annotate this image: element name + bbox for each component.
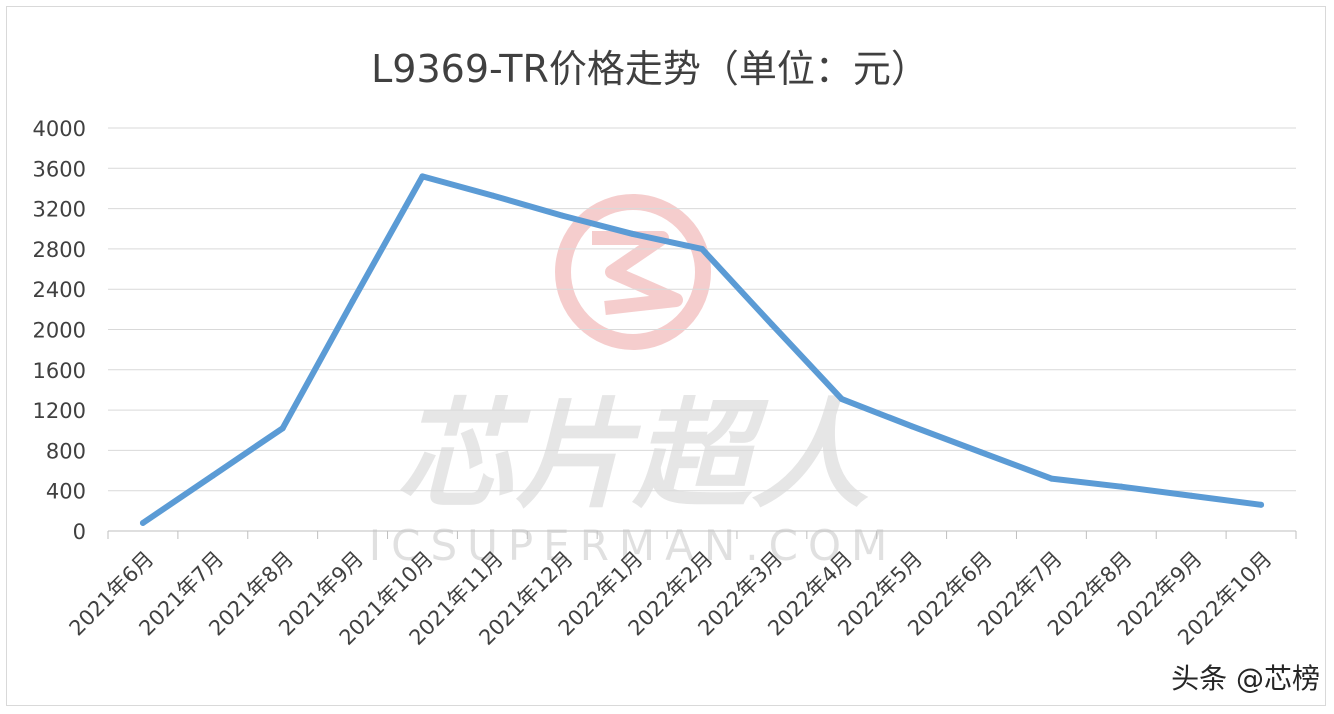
data-point: [978, 449, 985, 456]
y-tick-label: 4000: [33, 117, 86, 141]
data-point: [279, 425, 286, 432]
y-tick-label: 3200: [33, 198, 86, 222]
watermark-subtext: ICSUPERMAN.COM: [369, 521, 898, 570]
data-point: [1118, 483, 1125, 490]
data-point: [1258, 501, 1265, 508]
y-tick-label: 3600: [33, 157, 86, 181]
data-point: [559, 212, 566, 219]
data-point: [209, 472, 216, 479]
series-layer: [139, 173, 1265, 526]
data-point: [838, 396, 845, 403]
data-point: [349, 298, 356, 305]
y-tick-label: 400: [46, 480, 86, 504]
y-tick-label: 0: [73, 520, 86, 544]
y-tick-label: 800: [46, 439, 86, 463]
data-point: [1048, 475, 1055, 482]
data-point: [139, 519, 146, 526]
watermark-text: 芯片超人: [397, 386, 869, 524]
data-point: [629, 230, 636, 237]
y-tick-label: 1200: [33, 399, 86, 423]
data-point: [419, 173, 426, 180]
data-point: [768, 321, 775, 328]
source-label: 头条 @芯榜: [1171, 662, 1320, 695]
data-point: [908, 423, 915, 430]
y-tick-label: 2800: [33, 238, 86, 262]
y-tick-label: 2400: [33, 278, 86, 302]
x-axis: [107, 530, 1297, 539]
y-tick-label: 1600: [33, 359, 86, 383]
gridlines: [108, 127, 1296, 492]
data-point: [699, 245, 705, 252]
data-point: [489, 192, 496, 199]
data-point: [1188, 492, 1195, 499]
y-tick-label: 2000: [33, 319, 86, 343]
y-axis-ticks: 0 400 800 1200 1600 2000 2400 2800 3200 3600 4000: [33, 117, 86, 544]
chart-title: L9369-TR价格走势（单位：元）: [371, 47, 929, 91]
chart-frame: [6, 6, 1326, 706]
